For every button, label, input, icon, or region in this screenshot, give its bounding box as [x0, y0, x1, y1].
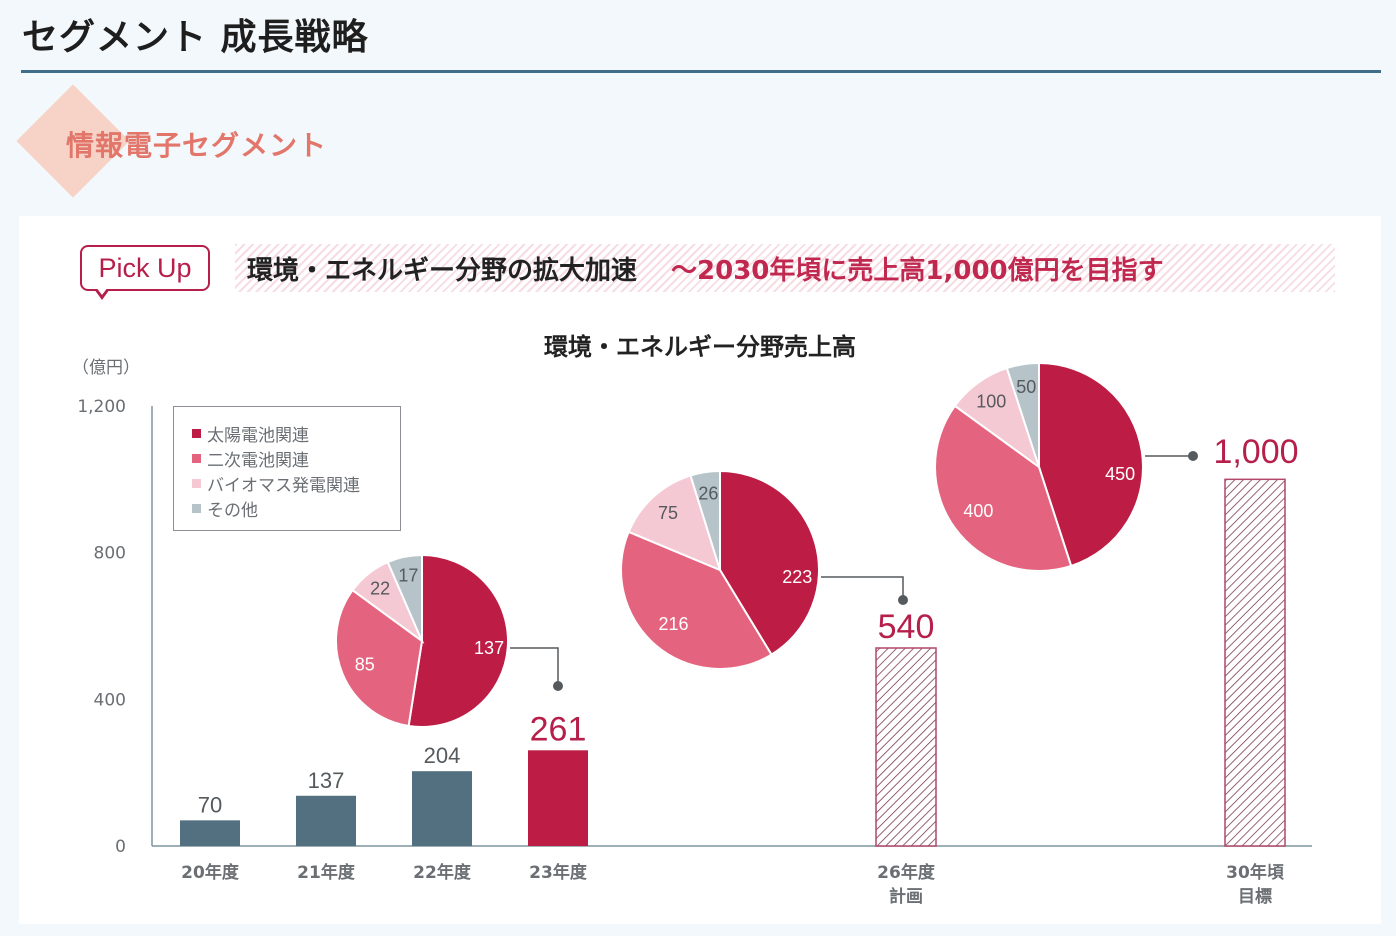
legend-swatch-icon — [192, 504, 201, 513]
segment-title: 情報電子セグメント — [66, 129, 328, 162]
speech-bubble-tail-icon — [94, 287, 110, 300]
bar-20年度 — [180, 820, 240, 846]
bar-value-label: 1,000 — [1213, 433, 1298, 471]
chart-title: 環境・エネルギー分野売上高 — [544, 333, 856, 361]
legend-item: 太陽電池関連 — [192, 421, 400, 446]
pickup-banner: 環境・エネルギー分野の拡大加速 ～2030年頃に売上高1,000億円を目指す — [235, 244, 1335, 292]
pie-slice-label: 400 — [963, 501, 993, 521]
bar-23年度 — [528, 750, 588, 846]
connector-dot-icon — [553, 681, 563, 691]
x-tick-label: 26年度 — [877, 862, 936, 883]
page-title: セグメント 成長戦略 — [22, 17, 369, 58]
legend-label: 二次電池関連 — [207, 451, 309, 471]
legend-label: 太陽電池関連 — [207, 426, 309, 446]
bar-value-label: 540 — [878, 608, 935, 646]
y-tick-label: 400 — [94, 690, 126, 710]
bar-value-label: 137 — [308, 768, 345, 793]
bar-value-label: 261 — [530, 710, 587, 748]
bar-22年度 — [412, 771, 472, 846]
bar-value-label: 204 — [424, 743, 461, 768]
pie-connector-line — [821, 576, 904, 600]
pie-slice-other — [1005, 361, 1040, 468]
pie-slice-solar — [1038, 361, 1144, 568]
pie-slice-secondary-battery — [620, 530, 773, 670]
bar-30年頃 — [1224, 478, 1286, 847]
pickup-badge: Pick Up — [80, 245, 210, 291]
bar-value-label: 70 — [198, 792, 222, 817]
pie-slice-label: 137 — [474, 638, 504, 658]
legend-swatch-icon — [192, 479, 201, 488]
pie-slice-label: 223 — [782, 567, 812, 587]
chart-legend: 太陽電池関連 二次電池関連バイオマス発電関連 その他 — [173, 406, 401, 531]
legend-label: その他 — [207, 501, 258, 521]
pie-slice-label: 22 — [370, 579, 390, 599]
legend-item: 二次電池関連 — [192, 446, 400, 471]
pickup-subheadline: ～2030年頃に売上高1,000億円を目指す — [671, 255, 1164, 286]
legend-swatch-icon — [192, 454, 201, 463]
title-divider — [21, 70, 1381, 73]
connector-dot-icon — [1188, 451, 1198, 461]
pie-slice-secondary-battery — [335, 588, 424, 728]
legend-label: バイオマス発電関連 — [207, 476, 360, 496]
x-tick-label: 21年度 — [297, 862, 356, 883]
pie-slice-other — [386, 553, 423, 642]
y-tick-label: 1,200 — [77, 397, 126, 417]
x-tick-label: 23年度 — [529, 862, 588, 883]
pie-slice-secondary-battery — [934, 404, 1073, 572]
pie-slice-solar — [719, 469, 820, 656]
connector-dot-icon — [898, 595, 908, 605]
pie-slice-label: 75 — [658, 503, 678, 523]
legend-swatch-icon — [192, 429, 201, 438]
bar-26年度 — [875, 647, 937, 847]
x-tick-label: 30年頃 — [1226, 862, 1285, 883]
pie-slice-label: 100 — [976, 391, 1006, 411]
y-tick-label: 0 — [115, 837, 126, 857]
pie-slice-solar — [407, 553, 509, 728]
pickup-headline: 環境・エネルギー分野の拡大加速 — [247, 255, 638, 286]
pie-slice-label: 85 — [355, 655, 375, 675]
pie-slice-label: 450 — [1105, 464, 1135, 484]
pie-slice-label: 216 — [659, 614, 689, 634]
pie-slice-label: 17 — [398, 565, 418, 585]
y-tick-label: 800 — [94, 544, 126, 564]
y-axis-unit-label: （億円） — [72, 358, 140, 378]
bar-21年度 — [296, 795, 356, 846]
x-tick-label: 22年度 — [413, 862, 472, 883]
pie-slice-label: 50 — [1016, 377, 1036, 397]
pie-slice-label: 26 — [698, 484, 718, 504]
pie-connector-line — [510, 647, 559, 686]
x-tick-label: 20年度 — [181, 862, 240, 883]
legend-item: その他 — [192, 496, 400, 521]
x-tick-sublabel: 計画 — [889, 886, 923, 907]
x-tick-sublabel: 目標 — [1238, 886, 1272, 907]
pie-slice-other — [689, 469, 721, 571]
legend-item: バイオマス発電関連 — [192, 471, 400, 496]
